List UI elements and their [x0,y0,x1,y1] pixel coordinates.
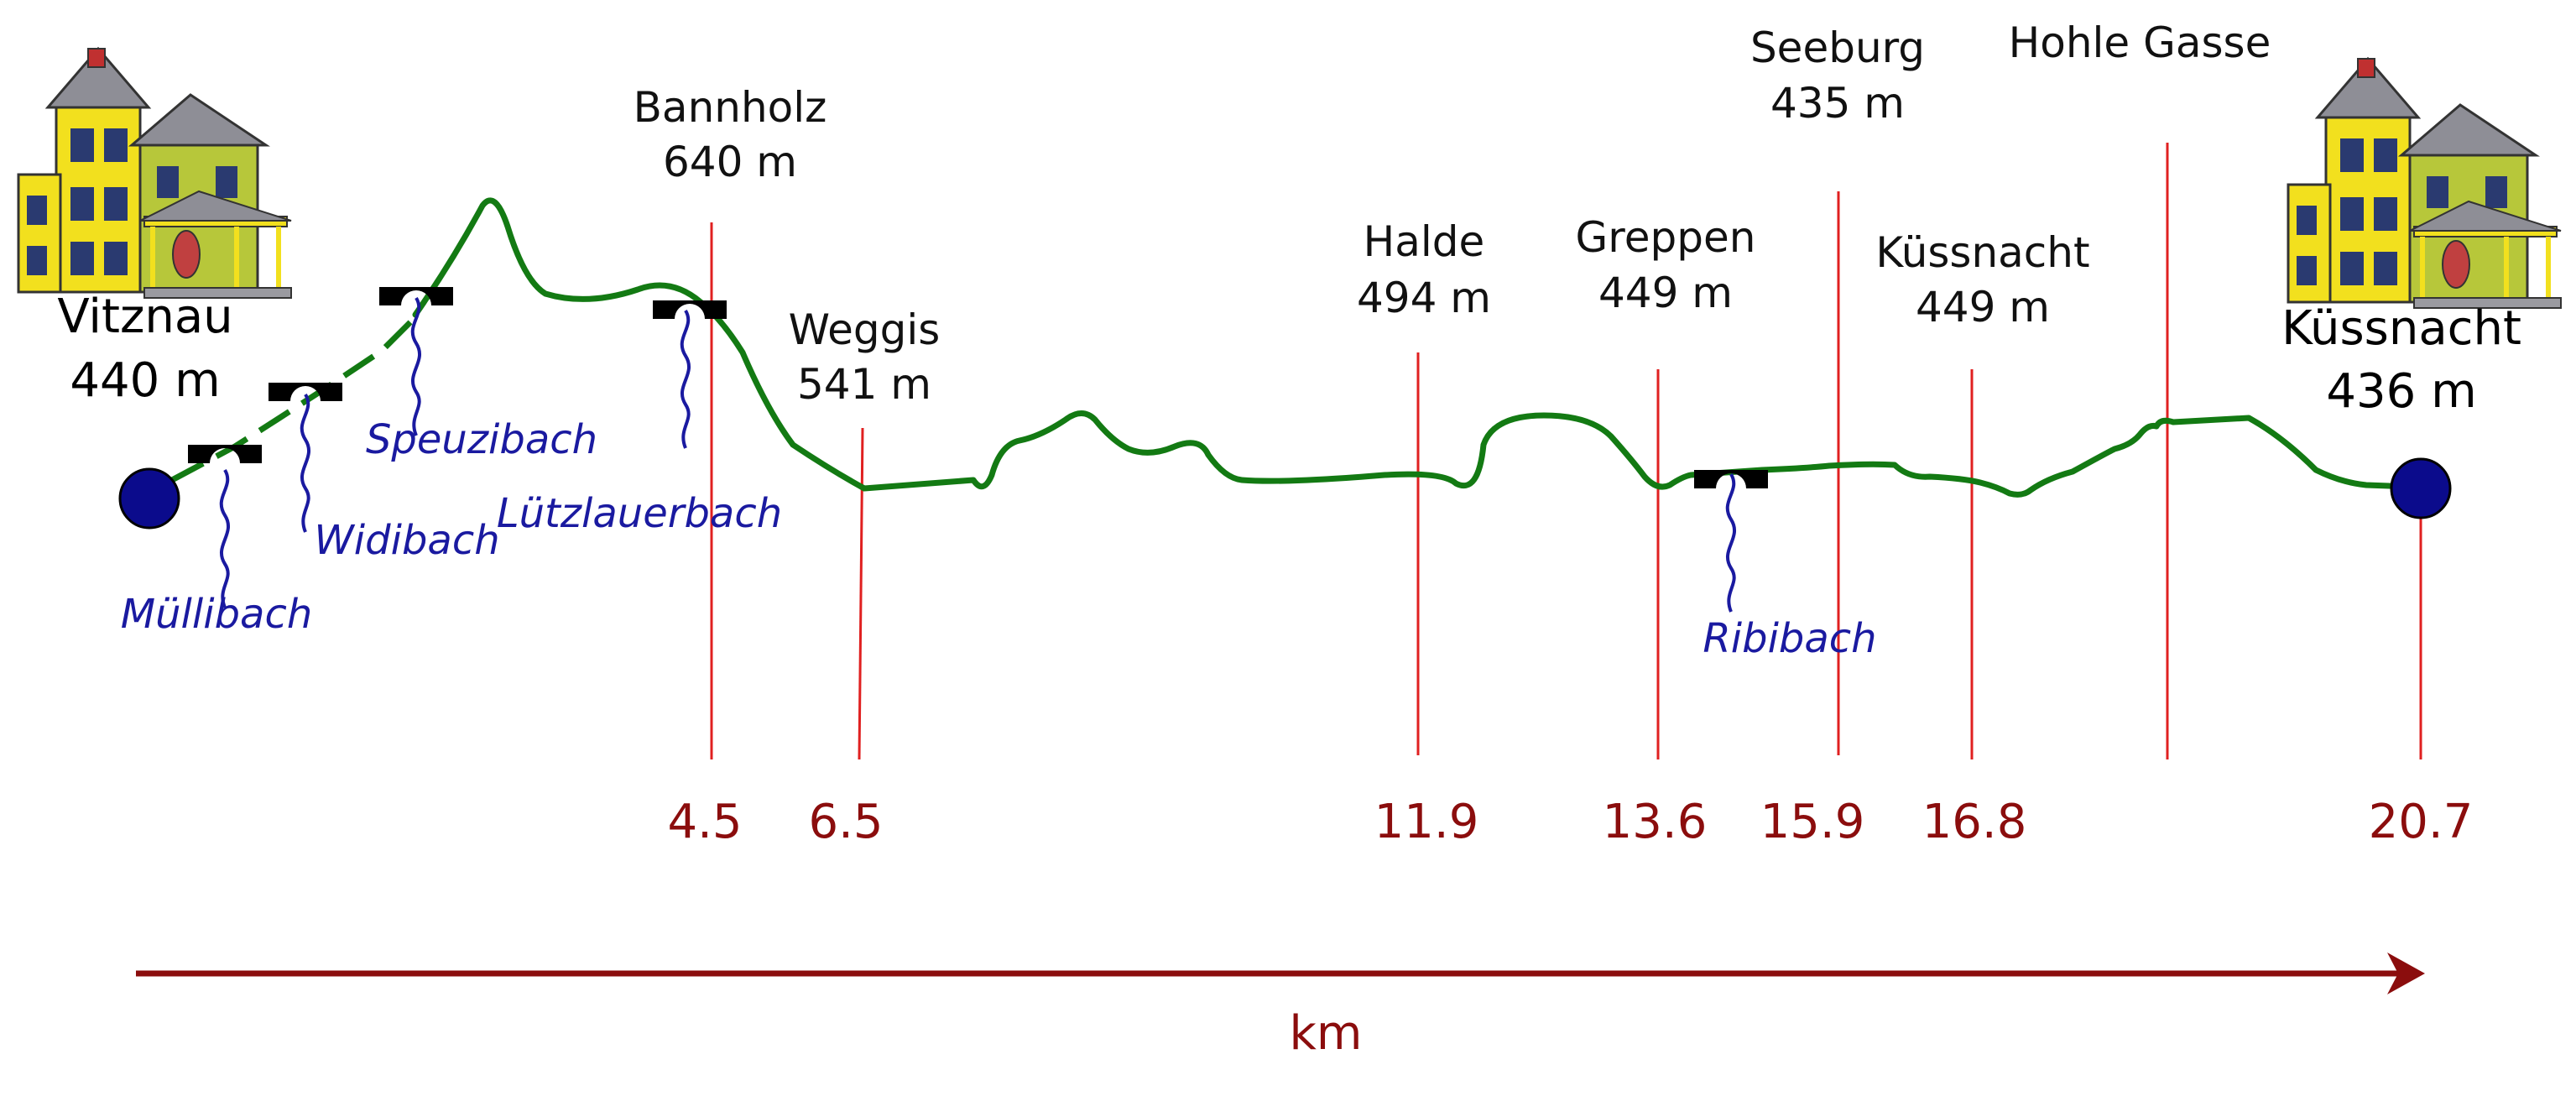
stream-label-speuzibach: Speuzibach [366,416,597,463]
stream-icon [1725,472,1737,613]
house-icon [18,49,291,298]
stream-label-widibach: Widibach [314,517,499,564]
km-mark: 4.5 [667,795,742,849]
end-name: Küssnacht [2281,301,2521,356]
place-name-hohle-gasse: Hohle Gasse [2009,18,2271,67]
place-elevation-seeburg: 435 m [1770,79,1905,128]
place-name-bannholz: Bannholz [634,83,827,132]
place-elevation-halde: 494 m [1357,274,1491,322]
end-elevation: 436 m [2326,364,2476,419]
place-elevation-weggis: 541 m [797,360,931,409]
marker-line-weggis [858,427,864,760]
house-icon [2288,59,2561,308]
bridge-icon [379,287,453,305]
place-name-kussnacht-village: Küssnacht [1875,228,2089,277]
start-elevation: 440 m [70,353,220,408]
place-name-seeburg: Seeburg [1750,23,1925,72]
place-elevation-greppen: 449 m [1598,269,1733,317]
stream-icon [680,309,691,450]
place-name-weggis: Weggis [789,305,941,354]
bridge-icon [653,300,727,319]
stream-label-lutzlauerbach: Lützlauerbach [497,490,782,537]
km-mark: 11.9 [1374,795,1479,849]
elevation-profile-line [412,197,2416,498]
endpoint-dot-icon [118,467,180,530]
endpoint-dot-icon [2390,457,2452,519]
km-mark: 15.9 [1760,795,1865,849]
stream-icon [219,468,231,609]
km-mark: 13.6 [1603,795,1708,849]
km-mark: 16.8 [1922,795,2027,849]
km-mark: 6.5 [808,795,883,849]
arrow-icon [136,952,2425,994]
place-elevation-kussnacht-village: 449 m [1916,283,2050,331]
marker-lines [710,143,2422,760]
place-name-greppen: Greppen [1576,213,1756,262]
bridge-icon [1694,470,1768,488]
ascent-dashed-line [170,315,418,483]
start-name: Vitznau [57,290,232,344]
stream-label-mullibach: Müllibach [121,591,313,638]
stream-icon [410,296,422,437]
axis-label: km [1290,1006,1363,1061]
place-name-halde: Halde [1364,217,1485,266]
stream-label-ribibach: Ribibach [1703,615,1876,662]
stream-icon [300,393,311,534]
km-mark: 20.7 [2369,795,2474,849]
place-elevation-bannholz: 640 m [663,138,797,186]
